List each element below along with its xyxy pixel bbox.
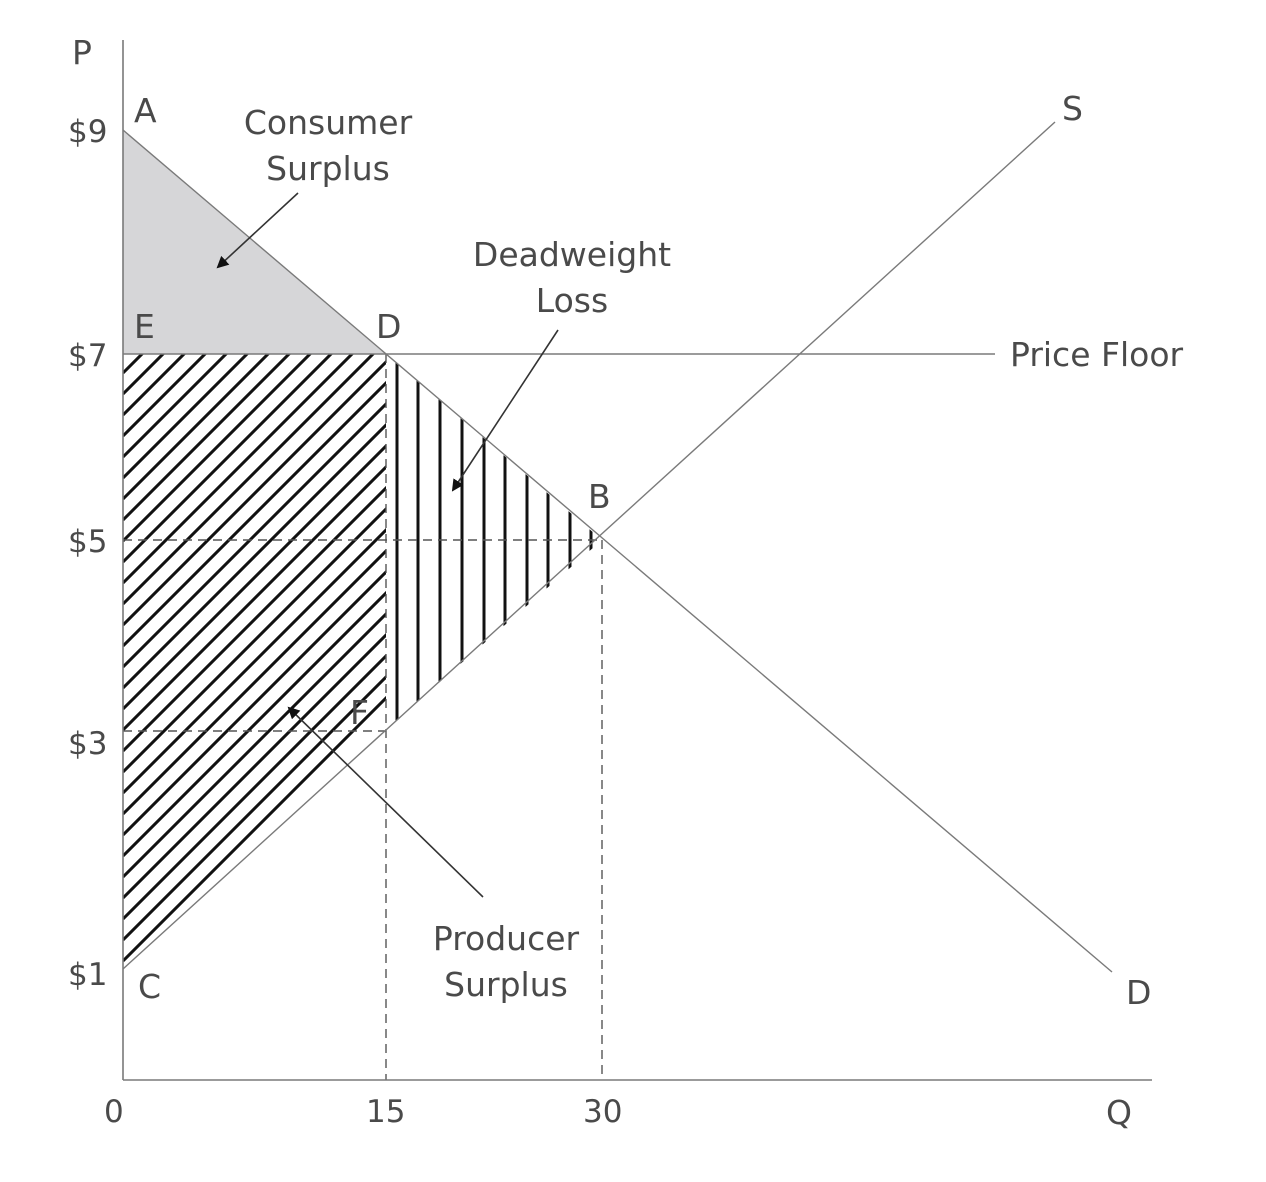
point-f-label: F [350, 693, 369, 732]
supply-curve-label: S [1062, 89, 1083, 128]
point-d-label: D [376, 307, 401, 346]
price-tick-5: $5 [68, 524, 107, 560]
consumer-surplus-arrow [216, 192, 299, 269]
supply-curve [122, 121, 1056, 970]
deadweight-loss-label-line1: Deadweight [473, 235, 671, 274]
demand-curve [122, 129, 1113, 973]
producer-surplus-label-line2: Surplus [444, 965, 568, 1004]
y-axis-label: P [72, 33, 92, 72]
point-b-label: B [588, 477, 611, 516]
x-axis-label: Q [1106, 1093, 1132, 1132]
price-tick-1: $1 [68, 957, 107, 993]
price-tick-3: $3 [68, 726, 107, 762]
point-c-label: C [138, 967, 161, 1006]
origin-label: 0 [104, 1094, 124, 1130]
quantity-tick-15: 15 [366, 1094, 405, 1130]
consumer-surplus-label-line2: Surplus [266, 149, 390, 188]
producer-surplus-area [123, 354, 386, 963]
point-e-label: E [134, 307, 155, 346]
price-floor-label: Price Floor [1010, 335, 1184, 374]
producer-surplus-label-line1: Producer [433, 919, 580, 958]
deadweight-loss-area [395, 354, 593, 729]
price-tick-9: $9 [68, 114, 107, 150]
quantity-tick-30: 30 [583, 1094, 622, 1130]
point-a-label: A [134, 91, 157, 130]
deadweight-loss-arrow [451, 329, 559, 492]
price-tick-7: $7 [68, 338, 107, 374]
producer-surplus-arrow [287, 706, 484, 898]
consumer-surplus-label-line1: Consumer [244, 103, 413, 142]
deadweight-loss-label-line2: Loss [536, 281, 608, 320]
demand-curve-label: D [1126, 973, 1151, 1012]
